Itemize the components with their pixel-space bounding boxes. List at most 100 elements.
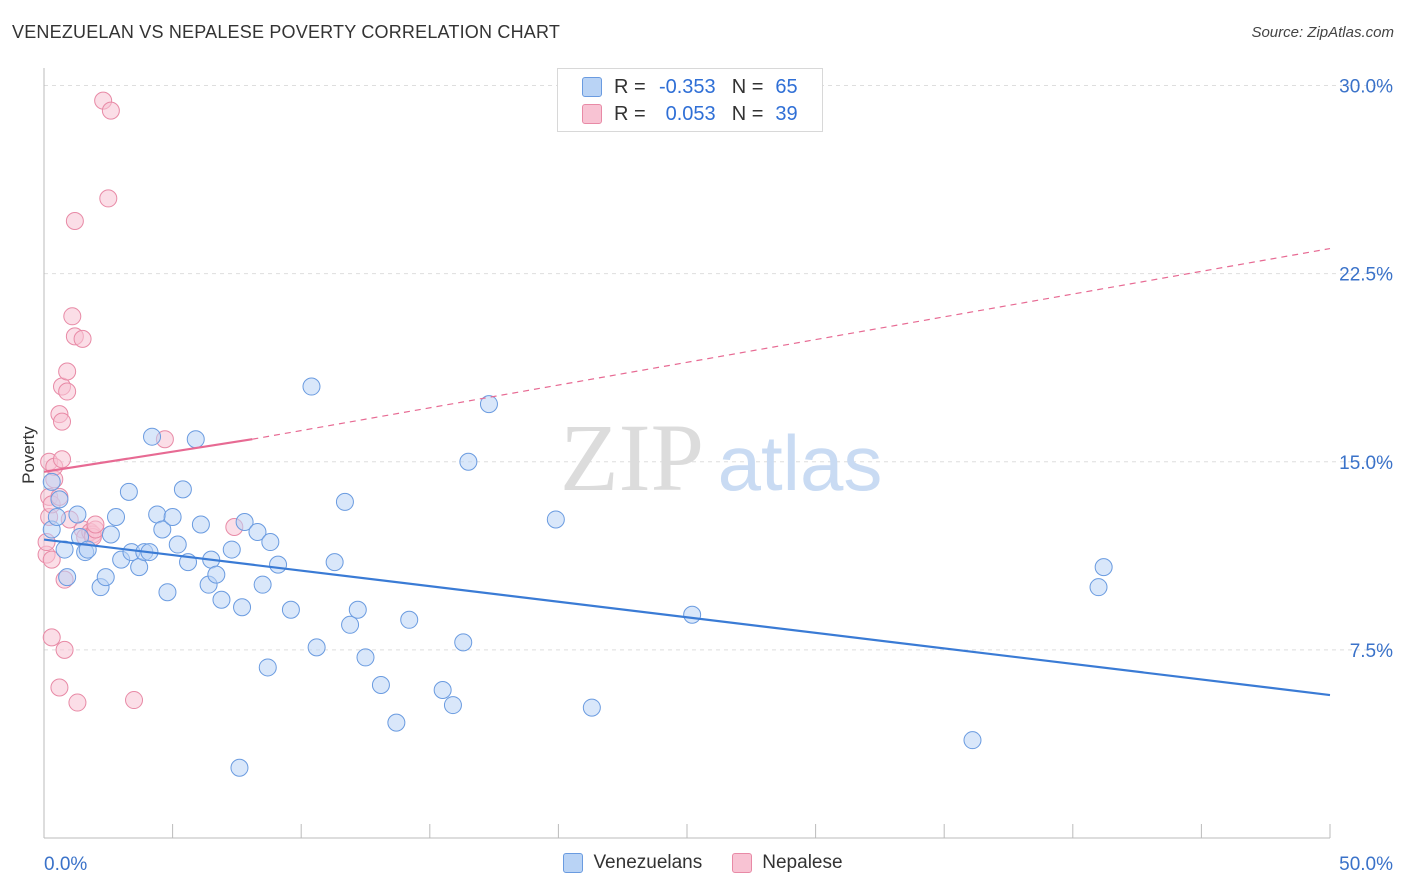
n-label: N = <box>731 102 764 125</box>
y-tick-labels: 7.5% 15.0% 22.5% 30.0% <box>1339 77 1393 662</box>
venezuelan-point[interactable] <box>248 523 267 542</box>
venezuelan-point[interactable] <box>683 605 702 624</box>
r-value-nepalese: 0.053 <box>665 102 716 125</box>
venezuelan-point[interactable] <box>148 505 167 524</box>
venezuelan-point[interactable] <box>400 610 419 629</box>
venezuelan-point[interactable] <box>191 515 210 534</box>
legend-item-venezuelans[interactable]: Venezuelans <box>563 852 702 874</box>
legend-item-nepalese[interactable]: Nepalese <box>732 852 843 874</box>
nepalese-point[interactable] <box>73 329 92 348</box>
series-legend: Venezuelans Nepalese <box>0 852 1406 874</box>
venezuelan-point[interactable] <box>207 565 226 584</box>
venezuelan-point[interactable] <box>107 507 126 526</box>
n-label: N = <box>731 75 764 98</box>
venezuelan-point[interactable] <box>1089 578 1108 597</box>
nepalese-point[interactable] <box>65 211 84 230</box>
x-ticks <box>43 824 1331 838</box>
venezuelan-point[interactable] <box>479 395 498 414</box>
venezuelan-point[interactable] <box>153 520 172 539</box>
venezuelan-point[interactable] <box>261 533 280 552</box>
nepalese-swatch <box>582 104 602 124</box>
venezuelan-point[interactable] <box>68 505 87 524</box>
chart-title: VENEZUELAN VS NEPALESE POVERTY CORRELATI… <box>12 22 561 42</box>
venezuelan-point[interactable] <box>253 575 272 594</box>
y-tick-label: 7.5% <box>1350 641 1393 662</box>
venezuelan-point[interactable] <box>50 490 69 509</box>
nepalese-point[interactable] <box>68 693 87 712</box>
r-label: R = <box>614 75 646 98</box>
venezuelan-point[interactable] <box>325 553 344 572</box>
n-value-venezuelans: 65 <box>775 75 798 98</box>
venezuelan-point[interactable] <box>163 507 182 526</box>
venezuelan-point[interactable] <box>186 430 205 449</box>
nepalese-point[interactable] <box>125 691 144 710</box>
venezuelan-point[interactable] <box>963 731 982 750</box>
venezuelan-point[interactable] <box>269 555 288 574</box>
venezuelan-point[interactable] <box>233 598 252 617</box>
legend-label-nepalese: Nepalese <box>762 852 843 873</box>
venezuelan-point[interactable] <box>443 696 462 715</box>
venezuelan-point[interactable] <box>546 510 565 529</box>
nepalese-point[interactable] <box>63 307 82 326</box>
venezuelan-point[interactable] <box>58 568 77 587</box>
venezuelan-point[interactable] <box>101 525 120 544</box>
gridlines <box>44 85 1392 651</box>
y-axis-title: Poverty <box>19 426 38 484</box>
venezuelan-point[interactable] <box>281 600 300 619</box>
venezuelan-point[interactable] <box>302 377 321 396</box>
y-tick-label: 15.0% <box>1339 453 1393 474</box>
venezuelan-point[interactable] <box>130 558 149 577</box>
nepalese-point[interactable] <box>58 382 77 401</box>
venezuelan-point[interactable] <box>371 676 390 695</box>
nepalese-point[interactable] <box>42 628 61 647</box>
venezuelan-point[interactable] <box>459 452 478 471</box>
venezuelan-point[interactable] <box>42 472 61 491</box>
venezuelan-point[interactable] <box>307 638 326 657</box>
y-tick-label: 22.5% <box>1339 265 1393 286</box>
watermark-zip: ZIP <box>560 404 704 511</box>
venezuelan-point[interactable] <box>173 480 192 499</box>
nepalese-point[interactable] <box>86 515 105 534</box>
source-label: Source: ZipAtlas.com <box>1251 24 1394 41</box>
n-value-nepalese: 39 <box>775 102 798 125</box>
venezuelan-point[interactable] <box>341 615 360 634</box>
venezuelan-point[interactable] <box>433 681 452 700</box>
venezuelan-point[interactable] <box>335 492 354 511</box>
venezuelan-point[interactable] <box>387 713 406 732</box>
venezuelans-swatch <box>582 77 602 97</box>
venezuelans-legend-swatch <box>563 853 584 873</box>
venezuelan-point[interactable] <box>96 568 115 587</box>
correlation-legend: R = -0.353 N = 65 R = 0.053 N = 39 <box>557 68 823 132</box>
venezuelan-point[interactable] <box>47 507 66 526</box>
venezuelan-point[interactable] <box>356 648 375 667</box>
venezuelan-point[interactable] <box>582 698 601 717</box>
nepalese-point[interactable] <box>53 412 72 431</box>
watermark-atlas: atlas <box>718 419 883 507</box>
nepalese-point[interactable] <box>58 362 77 381</box>
venezuelan-point[interactable] <box>143 427 162 446</box>
trend-lines <box>43 247 1331 697</box>
venezuelan-point[interactable] <box>454 633 473 652</box>
venezuelan-point[interactable] <box>212 590 231 609</box>
venezuelan-point[interactable] <box>230 758 249 777</box>
nepalese-point[interactable] <box>50 678 69 697</box>
venezuelan-point[interactable] <box>348 600 367 619</box>
legend-label-venezuelans: Venezuelans <box>593 852 703 873</box>
r-label: R = <box>614 102 646 125</box>
venezuelan-point[interactable] <box>119 482 138 501</box>
nepalese-point[interactable] <box>55 640 74 659</box>
nepalese-legend-swatch <box>732 853 753 873</box>
nepalese-point[interactable] <box>53 450 72 469</box>
venezuelan-point[interactable] <box>258 658 277 677</box>
nepalese-point[interactable] <box>101 101 120 120</box>
venezuelan-point[interactable] <box>222 540 241 559</box>
nepalese-points <box>37 91 244 712</box>
venezuelan-point[interactable] <box>158 583 177 602</box>
venezuelan-point[interactable] <box>235 512 254 531</box>
y-tick-label: 30.0% <box>1339 77 1393 98</box>
venezuelan-point[interactable] <box>1094 558 1113 577</box>
nepalese-point[interactable] <box>99 189 118 208</box>
nepalese-point[interactable] <box>42 550 61 569</box>
venezuelan-point[interactable] <box>168 535 187 554</box>
